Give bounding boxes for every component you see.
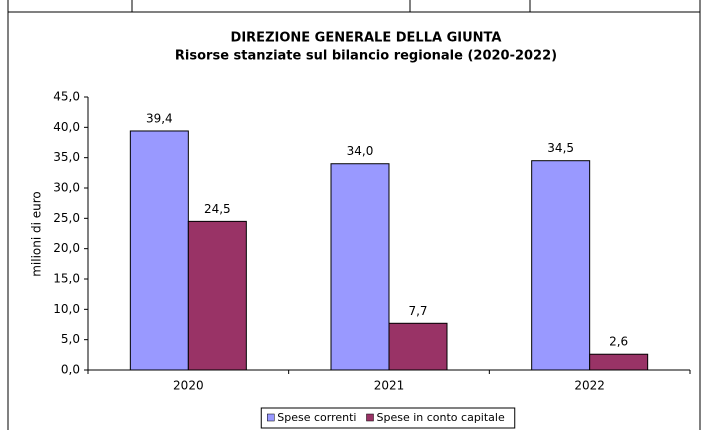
chart-title: DIREZIONE GENERALE DELLA GIUNTA [231,31,502,46]
legend-box [260,407,516,429]
chart-subtitle: Risorse stanziate sul bilancio regionale… [175,49,557,64]
x-tick-label: 2021 [374,379,405,393]
bar [531,160,591,371]
value-label: 39,4 [146,111,173,125]
value-label: 34,5 [547,141,574,155]
legend-label: Spese in conto capitale [376,411,504,424]
y-tick-label: 25,0 [53,211,80,225]
y-tick-label: 35,0 [53,150,80,164]
bar [187,220,247,371]
value-label: 2,6 [609,335,628,349]
y-tick-label: 20,0 [53,241,80,255]
y-axis-label: milioni di euro [30,191,44,277]
legend-label: Spese correnti [277,411,356,424]
bar [388,322,448,371]
y-tick-label: 30,0 [53,181,80,195]
y-tick-label: 0,0 [61,363,80,377]
x-tick-label: 2020 [173,379,204,393]
x-tick-label: 2022 [574,379,605,393]
bar [330,163,390,371]
y-tick-label: 40,0 [53,120,80,134]
legend-swatch [366,413,374,422]
value-label: 7,7 [408,304,427,318]
legend-swatch [267,413,275,422]
bar [129,130,189,371]
value-label: 24,5 [204,202,231,216]
value-label: 34,0 [347,144,374,158]
y-tick-label: 10,0 [53,302,80,316]
y-tick-label: 45,0 [53,90,80,104]
y-tick-label: 5,0 [61,332,80,346]
bar [589,353,649,371]
y-tick-label: 15,0 [53,272,80,286]
